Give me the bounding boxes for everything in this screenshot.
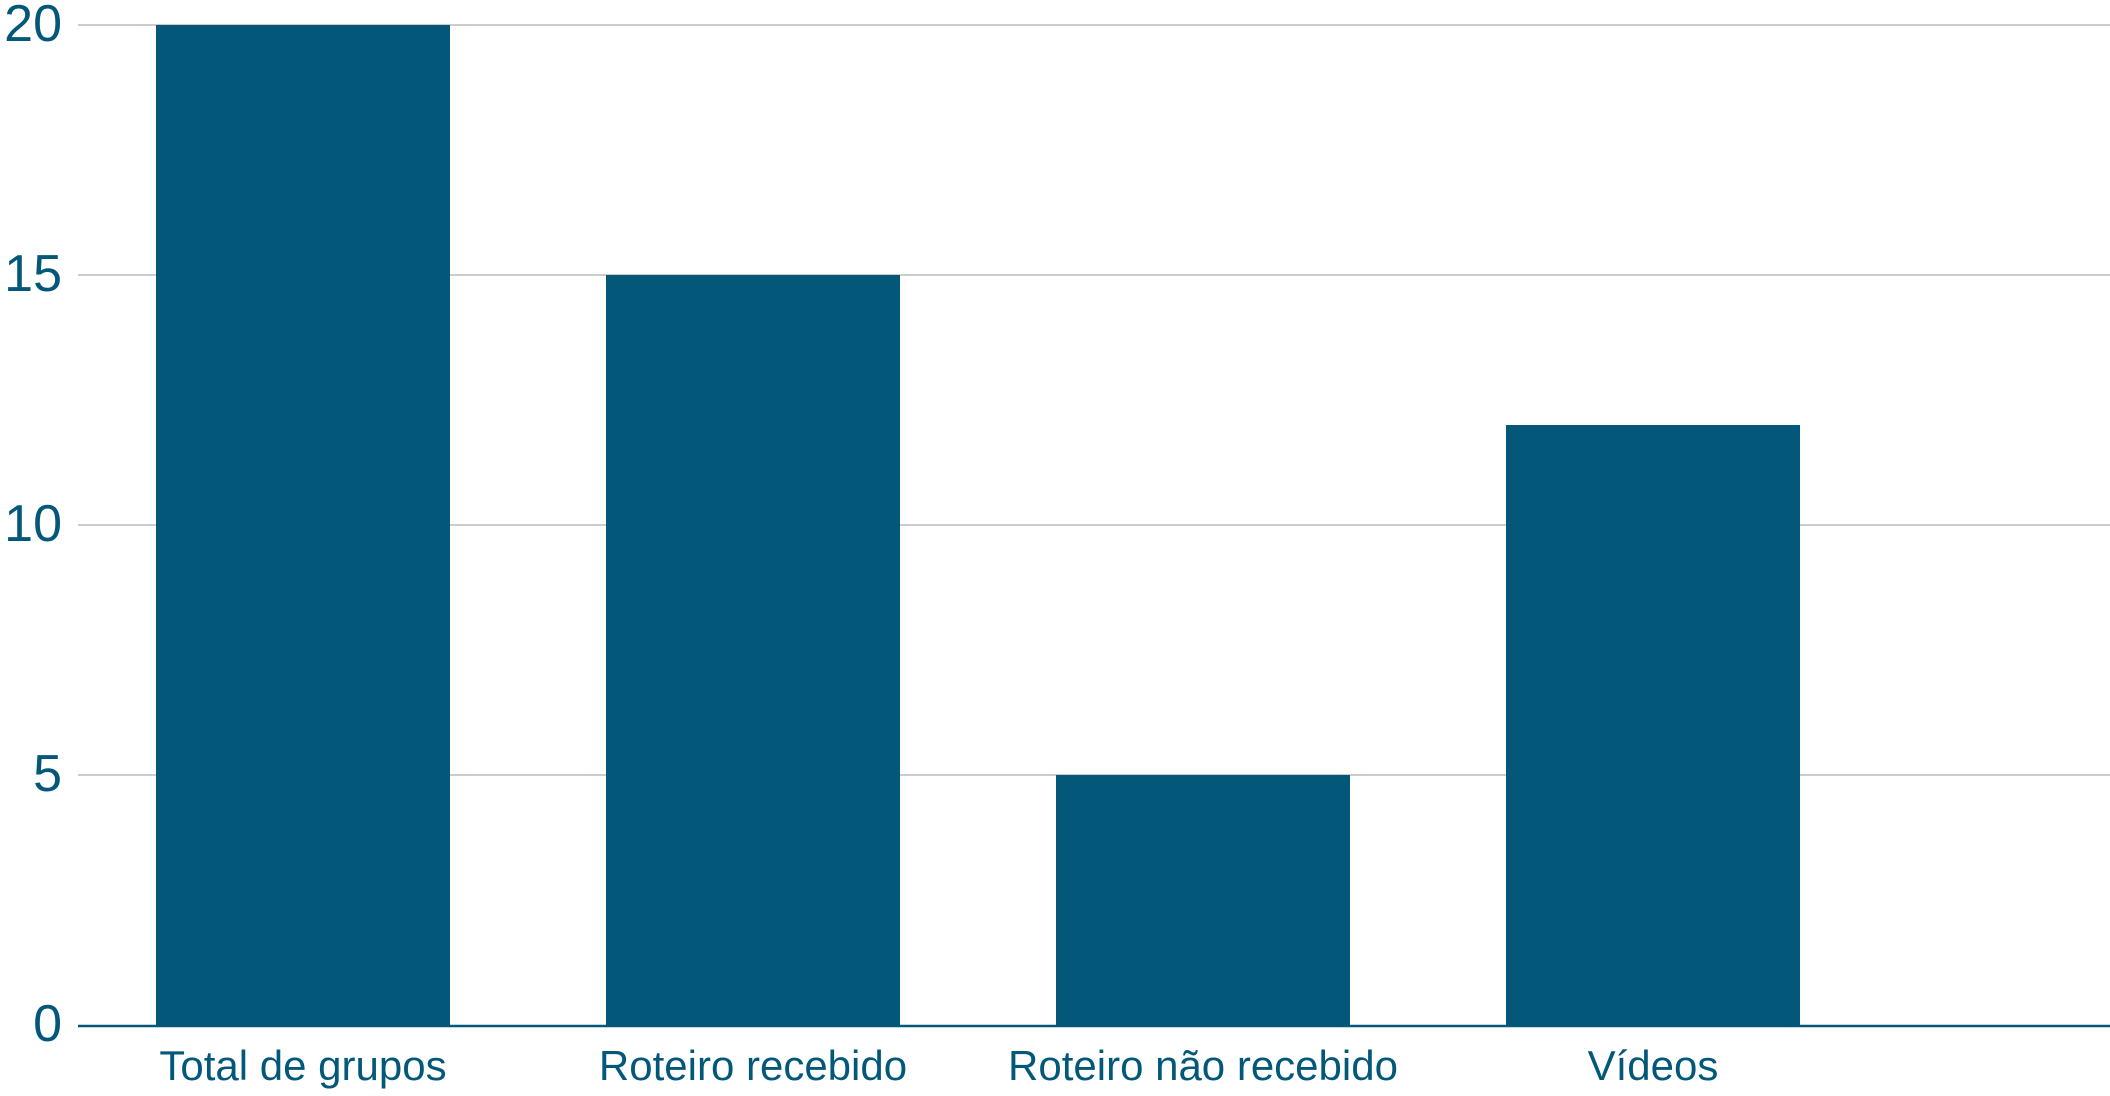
bar (1506, 425, 1800, 1025)
y-tick-label: 0 (33, 995, 62, 1053)
x-tick-label: Roteiro não recebido (1008, 1042, 1398, 1089)
y-tick-label: 5 (33, 745, 62, 803)
x-axis-tick-labels: Total de grupos Roteiro recebido Roteiro n… (159, 1042, 1718, 1089)
x-tick-label: Vídeos (1588, 1042, 1719, 1089)
bar (156, 25, 450, 1025)
y-tick-label: 10 (4, 495, 62, 553)
y-tick-label: 15 (4, 245, 62, 303)
x-tick-label: Roteiro recebido (599, 1042, 907, 1089)
y-axis-tick-labels: 0 5 10 15 20 (4, 0, 62, 1053)
y-tick-label: 20 (4, 0, 62, 53)
bar (1056, 775, 1350, 1025)
x-tick-label: Total de grupos (159, 1042, 446, 1089)
bars (156, 25, 1800, 1025)
bar (606, 275, 900, 1025)
